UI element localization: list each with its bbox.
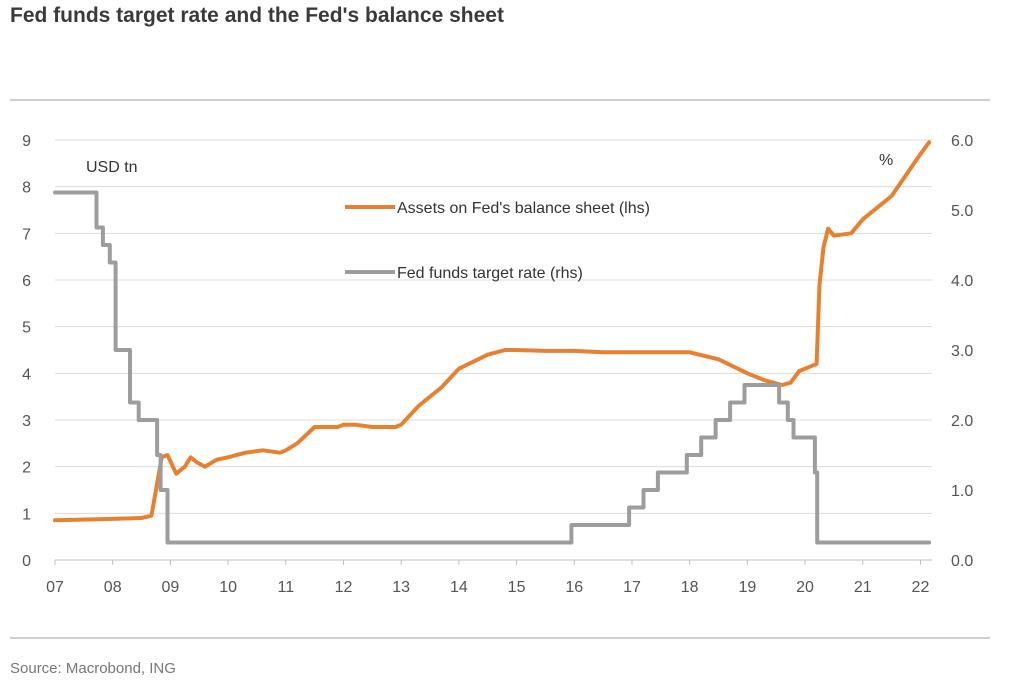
x-tick-label: 15: [508, 579, 526, 596]
right-tick-label: 2.0: [951, 413, 973, 430]
x-tick-label: 10: [219, 579, 237, 596]
x-tick-label: 19: [738, 579, 756, 596]
legend-label: Fed funds target rate (rhs): [397, 265, 583, 282]
bottom-divider: [10, 637, 990, 639]
x-tick-label: 16: [565, 579, 583, 596]
balance-sheet-line: [53, 140, 932, 523]
left-axis-ticks: 0 1 2 3 4 5 6 7 8 9: [22, 133, 31, 570]
left-tick-label: 0: [22, 553, 31, 570]
right-tick-label: 0.0: [951, 553, 973, 570]
x-tick-label: 22: [912, 579, 930, 596]
x-tick-label: 21: [854, 579, 872, 596]
x-tick-label: 07: [46, 579, 64, 596]
chart-title: Fed funds target rate and the Fed's bala…: [10, 4, 504, 27]
right-axis-ticks: 0.0 1.0 2.0 3.0 4.0 5.0 6.0: [951, 133, 973, 570]
left-tick-label: 3: [22, 413, 31, 430]
x-tick-label: 12: [335, 579, 353, 596]
right-tick-label: 4.0: [951, 273, 973, 290]
right-tick-label: 6.0: [951, 133, 973, 150]
x-tick-label: 18: [681, 579, 699, 596]
left-tick-label: 1: [22, 506, 31, 523]
left-tick-label: 5: [22, 320, 31, 337]
series-lines: [53, 140, 932, 545]
left-tick-label: 8: [22, 180, 31, 197]
fed-funds-rate-line: [53, 190, 932, 545]
legend-label: Assets on Fed's balance sheet (lhs): [397, 200, 650, 217]
top-divider: [10, 99, 990, 101]
source-note: Source: Macrobond, ING: [10, 660, 176, 677]
x-tick-label: 13: [392, 579, 410, 596]
x-axis-ticks: 07 08 09 10 11 12 13 14 15 16 17 18 19 20 21 22: [46, 559, 932, 596]
right-tick-label: 5.0: [951, 203, 973, 220]
right-tick-label: 3.0: [951, 343, 973, 360]
legend: Assets on Fed's balance sheet (lhs) Fed f…: [345, 200, 650, 282]
x-tick-label: 08: [104, 579, 122, 596]
left-tick-label: 7: [22, 226, 31, 243]
left-tick-label: 6: [22, 273, 31, 290]
x-tick-label: 11: [277, 579, 294, 596]
gridlines: [55, 139, 932, 514]
right-tick-label: 1.0: [951, 483, 973, 500]
left-tick-label: 4: [22, 366, 31, 383]
left-tick-label: 2: [22, 460, 31, 477]
left-axis-unit-label: USD tn: [86, 159, 138, 176]
x-tick-label: 20: [796, 579, 814, 596]
x-tick-label: 14: [450, 579, 468, 596]
right-axis-unit-label: %: [879, 152, 893, 169]
x-tick-label: 17: [623, 579, 641, 596]
x-tick-label: 09: [161, 579, 179, 596]
left-tick-label: 9: [22, 133, 31, 150]
